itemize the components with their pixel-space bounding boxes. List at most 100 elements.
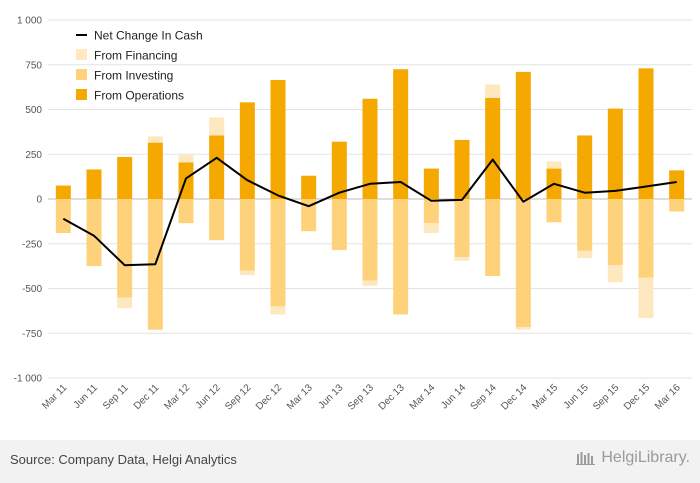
legend-swatch xyxy=(76,49,87,60)
bar-from-operations xyxy=(147,142,163,199)
x-tick-label: Jun 11 xyxy=(72,382,101,411)
legend-label: From Financing xyxy=(94,49,177,63)
x-tick-label: Sep 13 xyxy=(346,382,376,412)
bar-from-investing xyxy=(117,199,133,298)
y-tick-label: -250 xyxy=(22,239,42,250)
x-tick-label: Dec 12 xyxy=(254,382,284,412)
bar-from-financing xyxy=(638,277,654,319)
x-tick-label: Mar 12 xyxy=(162,382,192,412)
brand-name: HelgiLibrary. xyxy=(601,449,690,466)
y-tick-label: -500 xyxy=(22,284,42,295)
bar-from-financing xyxy=(270,306,286,315)
legend-swatch xyxy=(76,69,87,80)
bar-from-operations xyxy=(638,68,654,199)
bar-from-operations xyxy=(485,97,501,199)
source-note: Source: Company Data, Helgi Analytics xyxy=(10,452,237,467)
x-tick-label: Mar 14 xyxy=(408,382,438,412)
bar-from-investing xyxy=(393,199,409,315)
bar-from-financing xyxy=(577,250,593,259)
bar-from-operations xyxy=(270,79,286,199)
x-tick-label: Sep 15 xyxy=(591,382,621,412)
bar-from-financing xyxy=(117,297,133,309)
bar-from-investing xyxy=(331,199,347,251)
bar-from-operations xyxy=(454,139,470,199)
y-tick-label: 0 xyxy=(36,195,42,206)
legend-label: From Operations xyxy=(94,89,184,103)
y-tick-label: -750 xyxy=(22,329,42,340)
bar-from-operations xyxy=(669,170,685,199)
y-tick-label: 500 xyxy=(25,105,42,116)
bar-from-investing xyxy=(86,199,102,267)
bar-from-operations xyxy=(301,175,317,199)
bar-from-operations xyxy=(515,71,531,199)
legend: Net Change In Cash From Financing From Inv… xyxy=(76,29,203,103)
bar-from-investing xyxy=(515,199,531,327)
x-tick-label: Sep 12 xyxy=(223,382,253,412)
x-tick-label: Dec 14 xyxy=(499,382,529,412)
bar-from-investing xyxy=(485,199,501,276)
bar-from-investing xyxy=(301,199,317,232)
bar-from-investing xyxy=(362,199,378,281)
bar-from-investing xyxy=(546,199,562,223)
bar-from-financing xyxy=(485,84,501,98)
bar-from-investing xyxy=(577,199,593,251)
bar-from-investing xyxy=(55,199,71,234)
bar-from-operations xyxy=(607,108,623,199)
x-tick-label: Jun 13 xyxy=(316,382,345,411)
x-tick-label: Sep 14 xyxy=(469,382,499,412)
bar-from-investing xyxy=(209,199,225,241)
bar-from-financing xyxy=(607,265,623,283)
bar-from-financing xyxy=(178,155,194,163)
x-tick-label: Dec 11 xyxy=(132,382,162,412)
bar-from-operations xyxy=(117,156,133,199)
bar-from-investing xyxy=(607,199,623,266)
line-group xyxy=(62,156,677,267)
bar-from-operations xyxy=(331,141,347,199)
brand-logo: HelgiLibrary. xyxy=(576,449,690,467)
bar-from-financing xyxy=(209,117,225,136)
bar-from-financing xyxy=(239,270,255,276)
footer-bar xyxy=(0,440,700,483)
x-tick-label: Mar 15 xyxy=(530,382,560,412)
y-axis-ticks: 1 000 750 500 250 0 -250 -500 -750 -1 000 xyxy=(14,16,43,385)
x-tick-label: Jun 15 xyxy=(562,382,591,411)
bar-from-financing xyxy=(362,280,378,286)
x-tick-label: Jun 14 xyxy=(439,382,468,411)
x-tick-label: Dec 13 xyxy=(377,382,407,412)
y-tick-label: 750 xyxy=(25,60,42,71)
bar-from-operations xyxy=(209,135,225,199)
bar-from-investing xyxy=(454,199,470,258)
bar-group xyxy=(55,68,685,330)
bar-from-financing xyxy=(454,257,470,261)
library-icon xyxy=(576,452,596,465)
bar-from-operations xyxy=(55,185,71,199)
bar-from-investing xyxy=(178,199,194,224)
bar-from-operations xyxy=(577,135,593,199)
series-line-net-change xyxy=(62,156,677,267)
bar-from-investing xyxy=(638,199,654,278)
bar-from-financing xyxy=(423,223,439,234)
bar-from-operations xyxy=(86,169,102,199)
legend-label: From Investing xyxy=(94,69,173,83)
x-tick-label: Jun 12 xyxy=(194,382,223,411)
bar-from-investing xyxy=(270,199,286,307)
bar-from-investing xyxy=(669,199,685,212)
cash-flow-chart: 1 000 750 500 250 0 -250 -500 -750 -1 000 Mar 11… xyxy=(14,16,692,413)
legend-label: Net Change In Cash xyxy=(94,29,203,43)
bar-from-investing xyxy=(423,199,439,224)
bar-from-financing xyxy=(546,161,562,169)
bar-from-financing xyxy=(147,136,163,143)
y-tick-label: 1 000 xyxy=(17,16,42,27)
bar-from-operations xyxy=(239,102,255,199)
legend-swatch xyxy=(76,89,87,100)
bar-from-operations xyxy=(423,168,439,199)
x-tick-label: Dec 15 xyxy=(622,382,652,412)
bar-from-operations xyxy=(393,69,409,199)
x-tick-label: Mar 11 xyxy=(40,382,70,412)
bar-from-investing xyxy=(239,199,255,271)
x-axis-ticks: Mar 11 Jun 11 Sep 11 Dec 11 Mar 12 Jun 12 Sep … xyxy=(40,382,683,413)
y-tick-label: 250 xyxy=(25,150,42,161)
x-tick-label: Mar 16 xyxy=(653,382,683,412)
x-tick-label: Mar 13 xyxy=(285,382,315,412)
bar-from-financing xyxy=(515,326,531,330)
